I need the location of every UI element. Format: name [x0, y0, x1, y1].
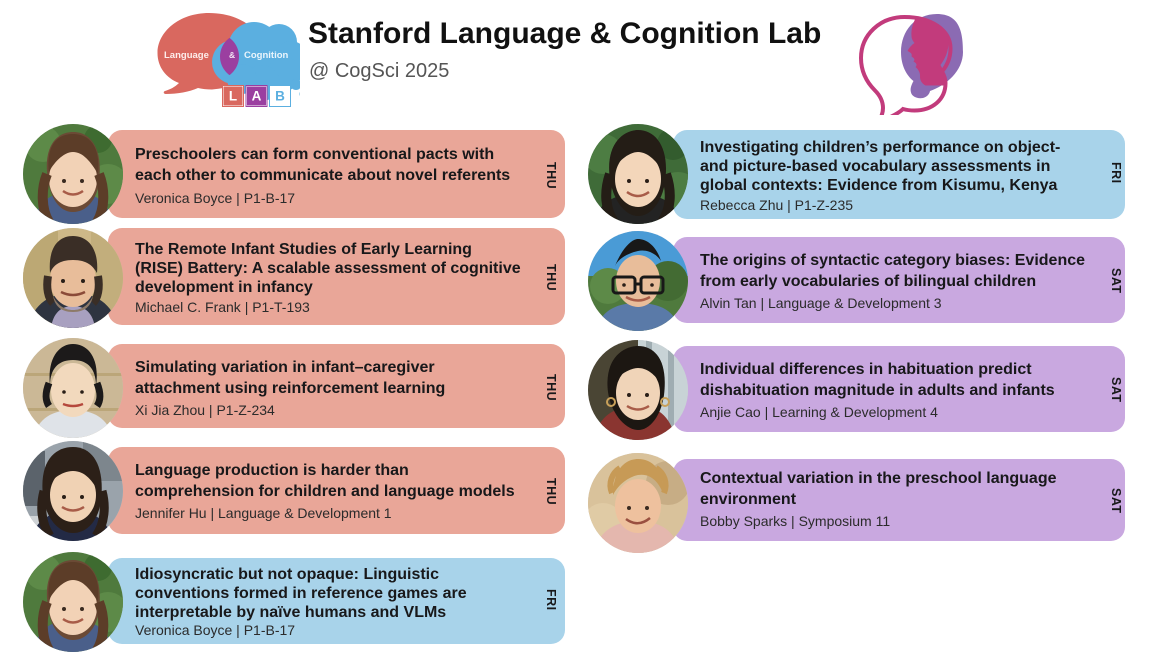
svg-text:Cognition: Cognition [244, 50, 289, 61]
svg-text:Language: Language [164, 50, 209, 61]
svg-text:&: & [229, 50, 235, 60]
